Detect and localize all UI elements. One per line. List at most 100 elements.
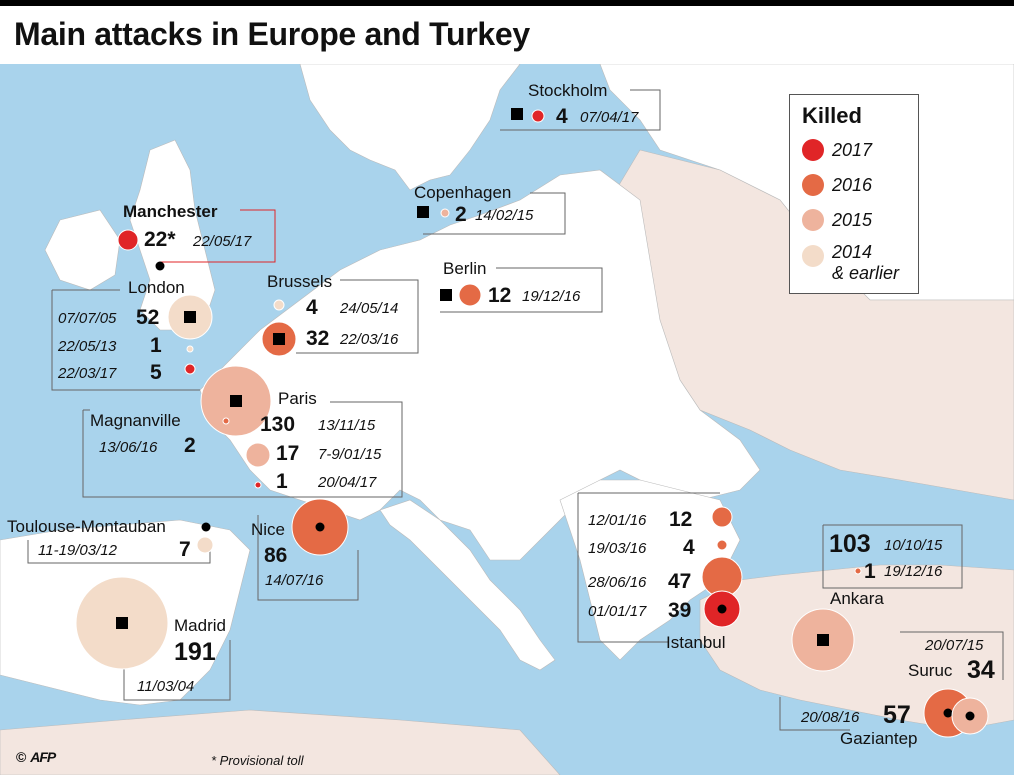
copenhagen-leader	[423, 192, 566, 235]
nice-city-dot	[315, 522, 325, 532]
turkey-landmass	[699, 564, 1014, 731]
madrid-leader	[123, 640, 231, 701]
istanbul-leader	[577, 492, 720, 643]
gaziantep-leader	[779, 697, 850, 731]
berlin-city-marker	[440, 289, 452, 301]
paris-city-marker-1	[230, 395, 242, 407]
balkans-landmass	[559, 479, 741, 661]
nice-leader	[257, 515, 359, 601]
stockholm-label: Stockholm	[528, 81, 608, 100]
istanbul-circle-2	[716, 539, 728, 551]
stockholm-date: 07/04/17	[580, 109, 639, 126]
gaziantep-killed: 57	[883, 701, 911, 729]
ankara-date-1: 10/10/15	[884, 537, 943, 554]
london-circle-3	[184, 363, 196, 375]
london-date-1: 07/07/05	[58, 310, 117, 327]
london-city-marker-1	[184, 311, 196, 323]
istanbul-killed-2: 4	[683, 536, 695, 559]
ankara-label: Ankara	[830, 589, 884, 608]
ankara-killed-1: 103	[829, 530, 871, 558]
ankara-circle-2	[854, 567, 862, 575]
ankara-leader	[822, 524, 963, 589]
madrid-city-marker	[116, 617, 128, 629]
istanbul-date-1: 12/01/16	[588, 512, 647, 529]
nice-date: 14/07/16	[265, 572, 324, 589]
map-title: Main attacks in Europe and Turkey	[14, 16, 530, 52]
provisional-toll-note: * Provisional toll	[211, 753, 304, 768]
istanbul-killed-3: 47	[668, 570, 692, 593]
london-leader	[51, 289, 200, 391]
north-africa-landmass	[0, 709, 561, 775]
magnanville-circle	[222, 417, 230, 425]
scandinavia-landmass	[299, 64, 521, 191]
copenhagen-circle	[440, 208, 450, 218]
copenhagen-label: Copenhagen	[414, 183, 512, 202]
legend-swatch-2014	[802, 245, 824, 267]
gaziantep-city-dot	[943, 708, 953, 718]
brussels-city-marker-2	[273, 333, 285, 345]
london-killed-1: 52	[136, 306, 160, 329]
legend-title: Killed	[802, 103, 862, 128]
ankara-killed-2: 1	[864, 560, 876, 583]
suruc-leader	[900, 631, 1004, 680]
toulouse-date: 11-19/03/12	[38, 542, 117, 559]
magnanville-killed: 2	[184, 434, 196, 457]
ireland-landmass	[44, 209, 121, 291]
stockholm-killed: 4	[556, 105, 568, 128]
copenhagen-killed: 2	[455, 203, 467, 226]
brussels-date-2: 22/03/16	[340, 331, 399, 348]
istanbul-date-4: 01/01/17	[588, 603, 647, 620]
suruc-label: Suruc	[908, 661, 953, 680]
gaziantep-label: Gaziantep	[840, 729, 918, 748]
copenhagen-city-marker	[417, 206, 429, 218]
manchester-city-dot	[155, 261, 165, 271]
suruc-date: 20/07/15	[925, 637, 984, 654]
paris-label: Paris	[278, 389, 317, 408]
berlin-date: 19/12/16	[522, 288, 581, 305]
istanbul-date-2: 19/03/16	[588, 540, 647, 557]
legend-label-2017: 2017	[832, 140, 873, 160]
berlin-circle	[458, 283, 482, 307]
paris-circle-3	[254, 481, 262, 489]
madrid-date: 11/03/04	[137, 678, 195, 695]
paris-killed-3: 1	[276, 470, 288, 493]
ankara-city-marker-1	[817, 634, 829, 646]
london-killed-2: 1	[150, 334, 162, 357]
paris-date-3: 20/04/17	[318, 474, 377, 491]
nice-label: Nice	[251, 520, 286, 539]
manchester-circle	[117, 229, 139, 251]
madrid-killed: 191	[174, 638, 216, 666]
berlin-killed: 12	[488, 284, 512, 307]
paris-killed-2: 17	[276, 442, 300, 465]
nice-killed: 86	[264, 544, 288, 567]
manchester-date: 22/05/17	[193, 233, 252, 250]
istanbul-circle-1	[711, 506, 733, 528]
legend-swatch-2017	[802, 139, 824, 161]
magnanville-label: Magnanville	[90, 411, 181, 430]
legend-label-2016: 2016	[832, 175, 873, 195]
london-label: London	[128, 278, 185, 297]
italy-landmass	[379, 499, 556, 671]
copenhagen-date: 14/02/15	[475, 207, 534, 224]
magnanville-date: 13/06/16	[99, 439, 158, 456]
legend-swatch-2016	[802, 174, 824, 196]
manchester-label: Manchester	[123, 202, 218, 221]
stockholm-circle	[531, 109, 545, 123]
legend-swatch-2015	[802, 209, 824, 231]
istanbul-killed-4: 39	[668, 599, 692, 622]
madrid-label: Madrid	[174, 616, 226, 635]
brussels-killed-1: 4	[306, 296, 318, 319]
brussels-date-1: 24/05/14	[340, 300, 399, 317]
legend-label-2014: 2014 & earlier	[832, 242, 900, 283]
top-rule	[0, 0, 1014, 6]
london-killed-3: 5	[150, 361, 162, 384]
toulouse-label: Toulouse-Montauban	[7, 517, 166, 536]
brussels-killed-2: 32	[306, 327, 330, 350]
legend: Killed 2017 2016 2015 2014 & earlier	[789, 94, 919, 294]
manchester-killed: 22*	[144, 228, 176, 251]
legend-label-2015: 2015	[832, 210, 873, 230]
toulouse-city-dot	[201, 522, 211, 532]
istanbul-date-3: 28/06/16	[588, 574, 647, 591]
london-date-2: 22/05/13	[58, 338, 117, 355]
brussels-label: Brussels	[267, 272, 333, 291]
